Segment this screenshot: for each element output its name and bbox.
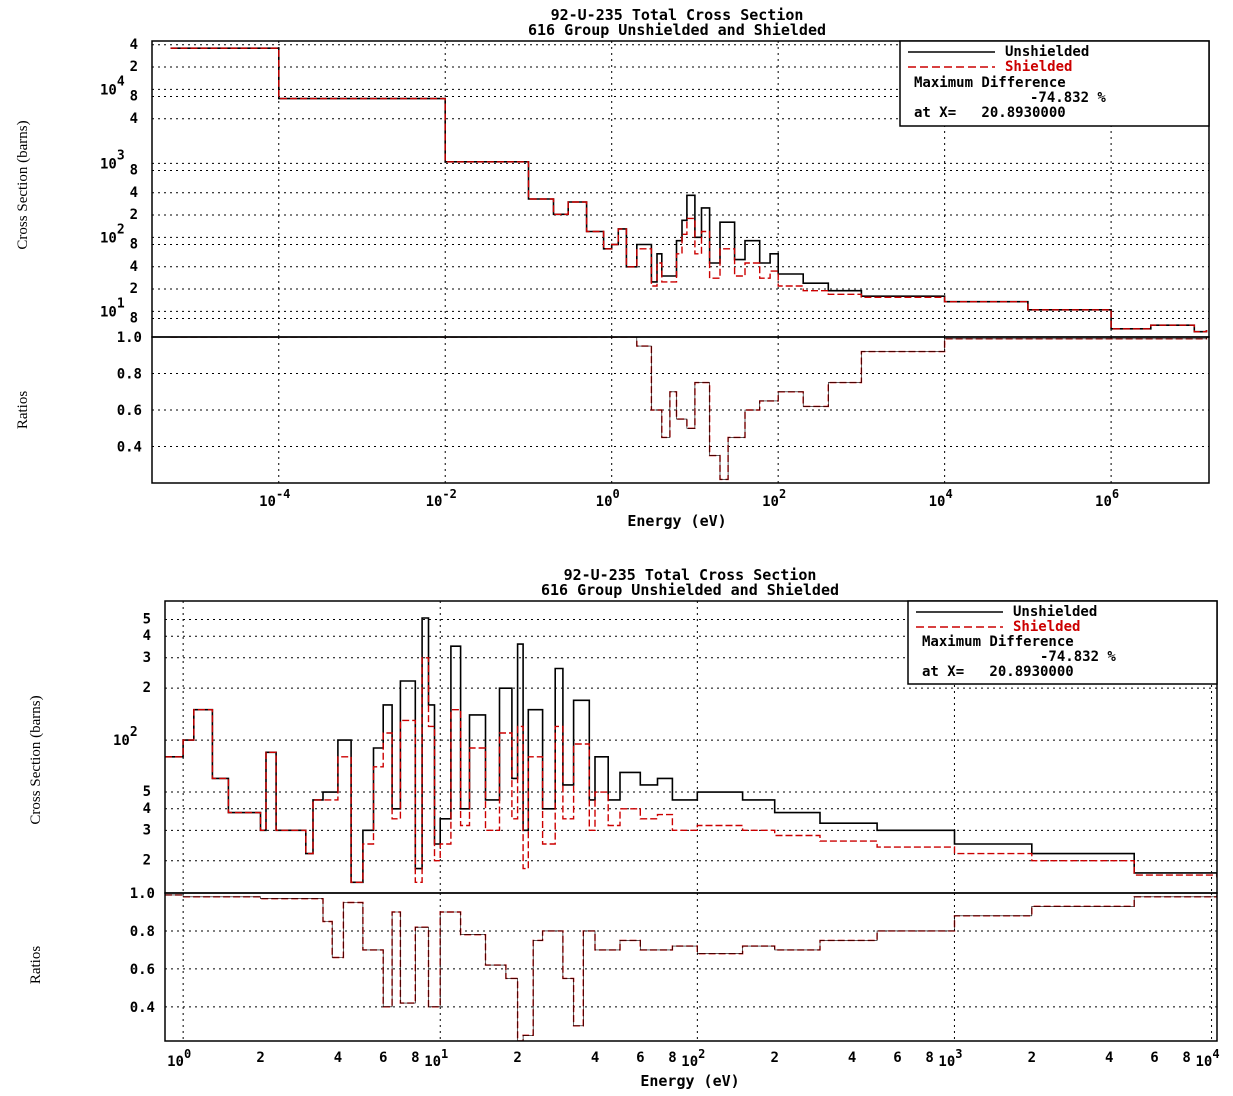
ratio-tick-label: 0.8 (130, 924, 155, 940)
x-minor-tick-label: 4 (591, 1050, 599, 1066)
y-minor-tick-label: 4 (130, 185, 138, 201)
y-minor-tick-label: 4 (130, 37, 138, 53)
series-shielded-line (165, 657, 1217, 883)
y-minor-tick-label: 8 (130, 163, 138, 179)
series-ratio-outline (170, 337, 1207, 480)
chart-1-legend: Unshielded Shielded Maximum Difference -… (899, 40, 1210, 127)
y-minor-tick-label: 2 (130, 207, 138, 223)
x-tick-label: 102 (681, 1047, 705, 1070)
chart-2-subtitle: 616 Group Unshielded and Shielded (541, 581, 839, 599)
chart-2-legend-unshielded: Unshielded (1013, 604, 1097, 620)
y-minor-tick-label: 2 (143, 680, 151, 696)
ratio-tick-label: 1.0 (117, 330, 142, 346)
x-minor-tick-label: 2 (1028, 1050, 1036, 1066)
x-minor-tick-label: 4 (334, 1050, 342, 1066)
ratio-tick-label: 0.8 (117, 367, 142, 383)
ratio-tick-label: 0.6 (130, 962, 155, 978)
x-minor-tick-label: 8 (1182, 1050, 1190, 1066)
chart-1-series (170, 47, 1208, 481)
y-minor-tick-label: 5 (143, 611, 151, 627)
ratio-tick-label: 0.4 (117, 440, 142, 456)
x-minor-tick-label: 6 (379, 1050, 387, 1066)
x-minor-tick-label: 2 (256, 1050, 264, 1066)
series-ratio-outline (165, 894, 1217, 1041)
chart-1: 92-U-235 Total Cross Section 616 Group U… (15, 6, 1210, 530)
x-tick-label: 101 (424, 1047, 448, 1070)
chart-2-ratio-frame (164, 892, 1218, 1042)
y-tick-label: 102 (113, 725, 138, 749)
y-minor-tick-label: 3 (143, 822, 151, 838)
chart-1-legend-box (899, 40, 1210, 127)
x-minor-tick-label: 2 (771, 1050, 779, 1066)
chart-2: 92-U-235 Total Cross Section 616 Group U… (28, 566, 1220, 1090)
chart-2-series (165, 617, 1217, 1041)
chart-2-legend: Unshielded Shielded Maximum Difference -… (907, 600, 1218, 685)
x-tick-label: 104 (929, 487, 953, 510)
y-tick-label: 101 (100, 296, 125, 320)
y-minor-tick-label: 8 (130, 311, 138, 327)
chart-2-legend-at-x: at X= 20.8930000 (922, 664, 1074, 680)
y-minor-tick-label: 2 (130, 59, 138, 75)
y-minor-tick-label: 3 (143, 650, 151, 666)
chart-2-ratio-ylabel: Ratios (28, 946, 44, 984)
chart-1-legend-max-diff: Maximum Difference (914, 75, 1066, 91)
x-tick-label: 104 (1196, 1047, 1220, 1070)
chart-1-grid (152, 41, 1209, 483)
series-shielded-line (170, 47, 1208, 333)
x-tick-label: 102 (762, 487, 786, 510)
x-tick-label: 100 (167, 1047, 191, 1070)
x-tick-label: 103 (938, 1047, 962, 1070)
ratio-tick-label: 0.4 (130, 1000, 155, 1016)
chart-1-subtitle: 616 Group Unshielded and Shielded (528, 21, 826, 39)
x-minor-tick-label: 8 (668, 1050, 676, 1066)
chart-1-ylabel: Cross Section (barns) (15, 120, 31, 249)
ratio-tick-label: 0.6 (117, 403, 142, 419)
x-tick-label: 10-2 (426, 487, 457, 510)
y-tick-label: 102 (100, 222, 125, 246)
chart-2-legend-max-diff: Maximum Difference (922, 634, 1074, 650)
x-minor-tick-label: 4 (1105, 1050, 1113, 1066)
chart-1-ratio-frame (151, 336, 1210, 484)
y-tick-label: 104 (100, 74, 125, 98)
chart-2-legend-percent: -74.832 % (1040, 649, 1116, 665)
ratio-tick-label: 1.0 (130, 886, 155, 902)
y-minor-tick-label: 4 (130, 259, 138, 275)
y-minor-tick-label: 8 (130, 237, 138, 253)
x-minor-tick-label: 8 (411, 1050, 419, 1066)
x-minor-tick-label: 6 (893, 1050, 901, 1066)
x-minor-tick-label: 2 (513, 1050, 521, 1066)
chart-1-tick-labels: 10-4 10-2 100 102 104 106 101 102 103 104 4 2 8 4 8 4 2 8… (100, 37, 1119, 510)
x-tick-label: 10-4 (259, 487, 290, 510)
chart-1-legend-percent: -74.832 % (1030, 90, 1106, 106)
x-minor-tick-label: 6 (1150, 1050, 1158, 1066)
chart-1-legend-unshielded: Unshielded (1005, 44, 1089, 60)
x-tick-label: 106 (1095, 487, 1119, 510)
chart-2-title: 92-U-235 Total Cross Section (564, 566, 817, 584)
series-ratio-line (170, 337, 1208, 481)
y-minor-tick-label: 2 (143, 853, 151, 869)
y-minor-tick-label: 4 (143, 801, 151, 817)
y-minor-tick-label: 4 (143, 628, 151, 644)
x-minor-tick-label: 6 (636, 1050, 644, 1066)
y-tick-label: 103 (100, 148, 125, 172)
y-minor-tick-label: 2 (130, 281, 138, 297)
chart-2-legend-shielded: Shielded (1013, 619, 1080, 635)
chart-1-xlabel: Energy (eV) (627, 512, 726, 530)
x-minor-tick-label: 8 (925, 1050, 933, 1066)
y-minor-tick-label: 5 (143, 784, 151, 800)
chart-2-legend-box (907, 600, 1218, 685)
chart-2-xlabel: Energy (eV) (640, 1072, 739, 1090)
x-tick-label: 100 (596, 487, 620, 510)
chart-1-legend-at-x: at X= 20.8930000 (914, 105, 1066, 121)
chart-1-title: 92-U-235 Total Cross Section (551, 6, 804, 24)
x-minor-tick-label: 4 (848, 1050, 856, 1066)
chart-2-ylabel: Cross Section (barns) (28, 695, 44, 824)
y-minor-tick-label: 4 (130, 111, 138, 127)
y-minor-tick-label: 8 (130, 89, 138, 105)
chart-1-legend-shielded: Shielded (1005, 59, 1072, 75)
chart-1-ratio-ylabel: Ratios (15, 391, 31, 429)
